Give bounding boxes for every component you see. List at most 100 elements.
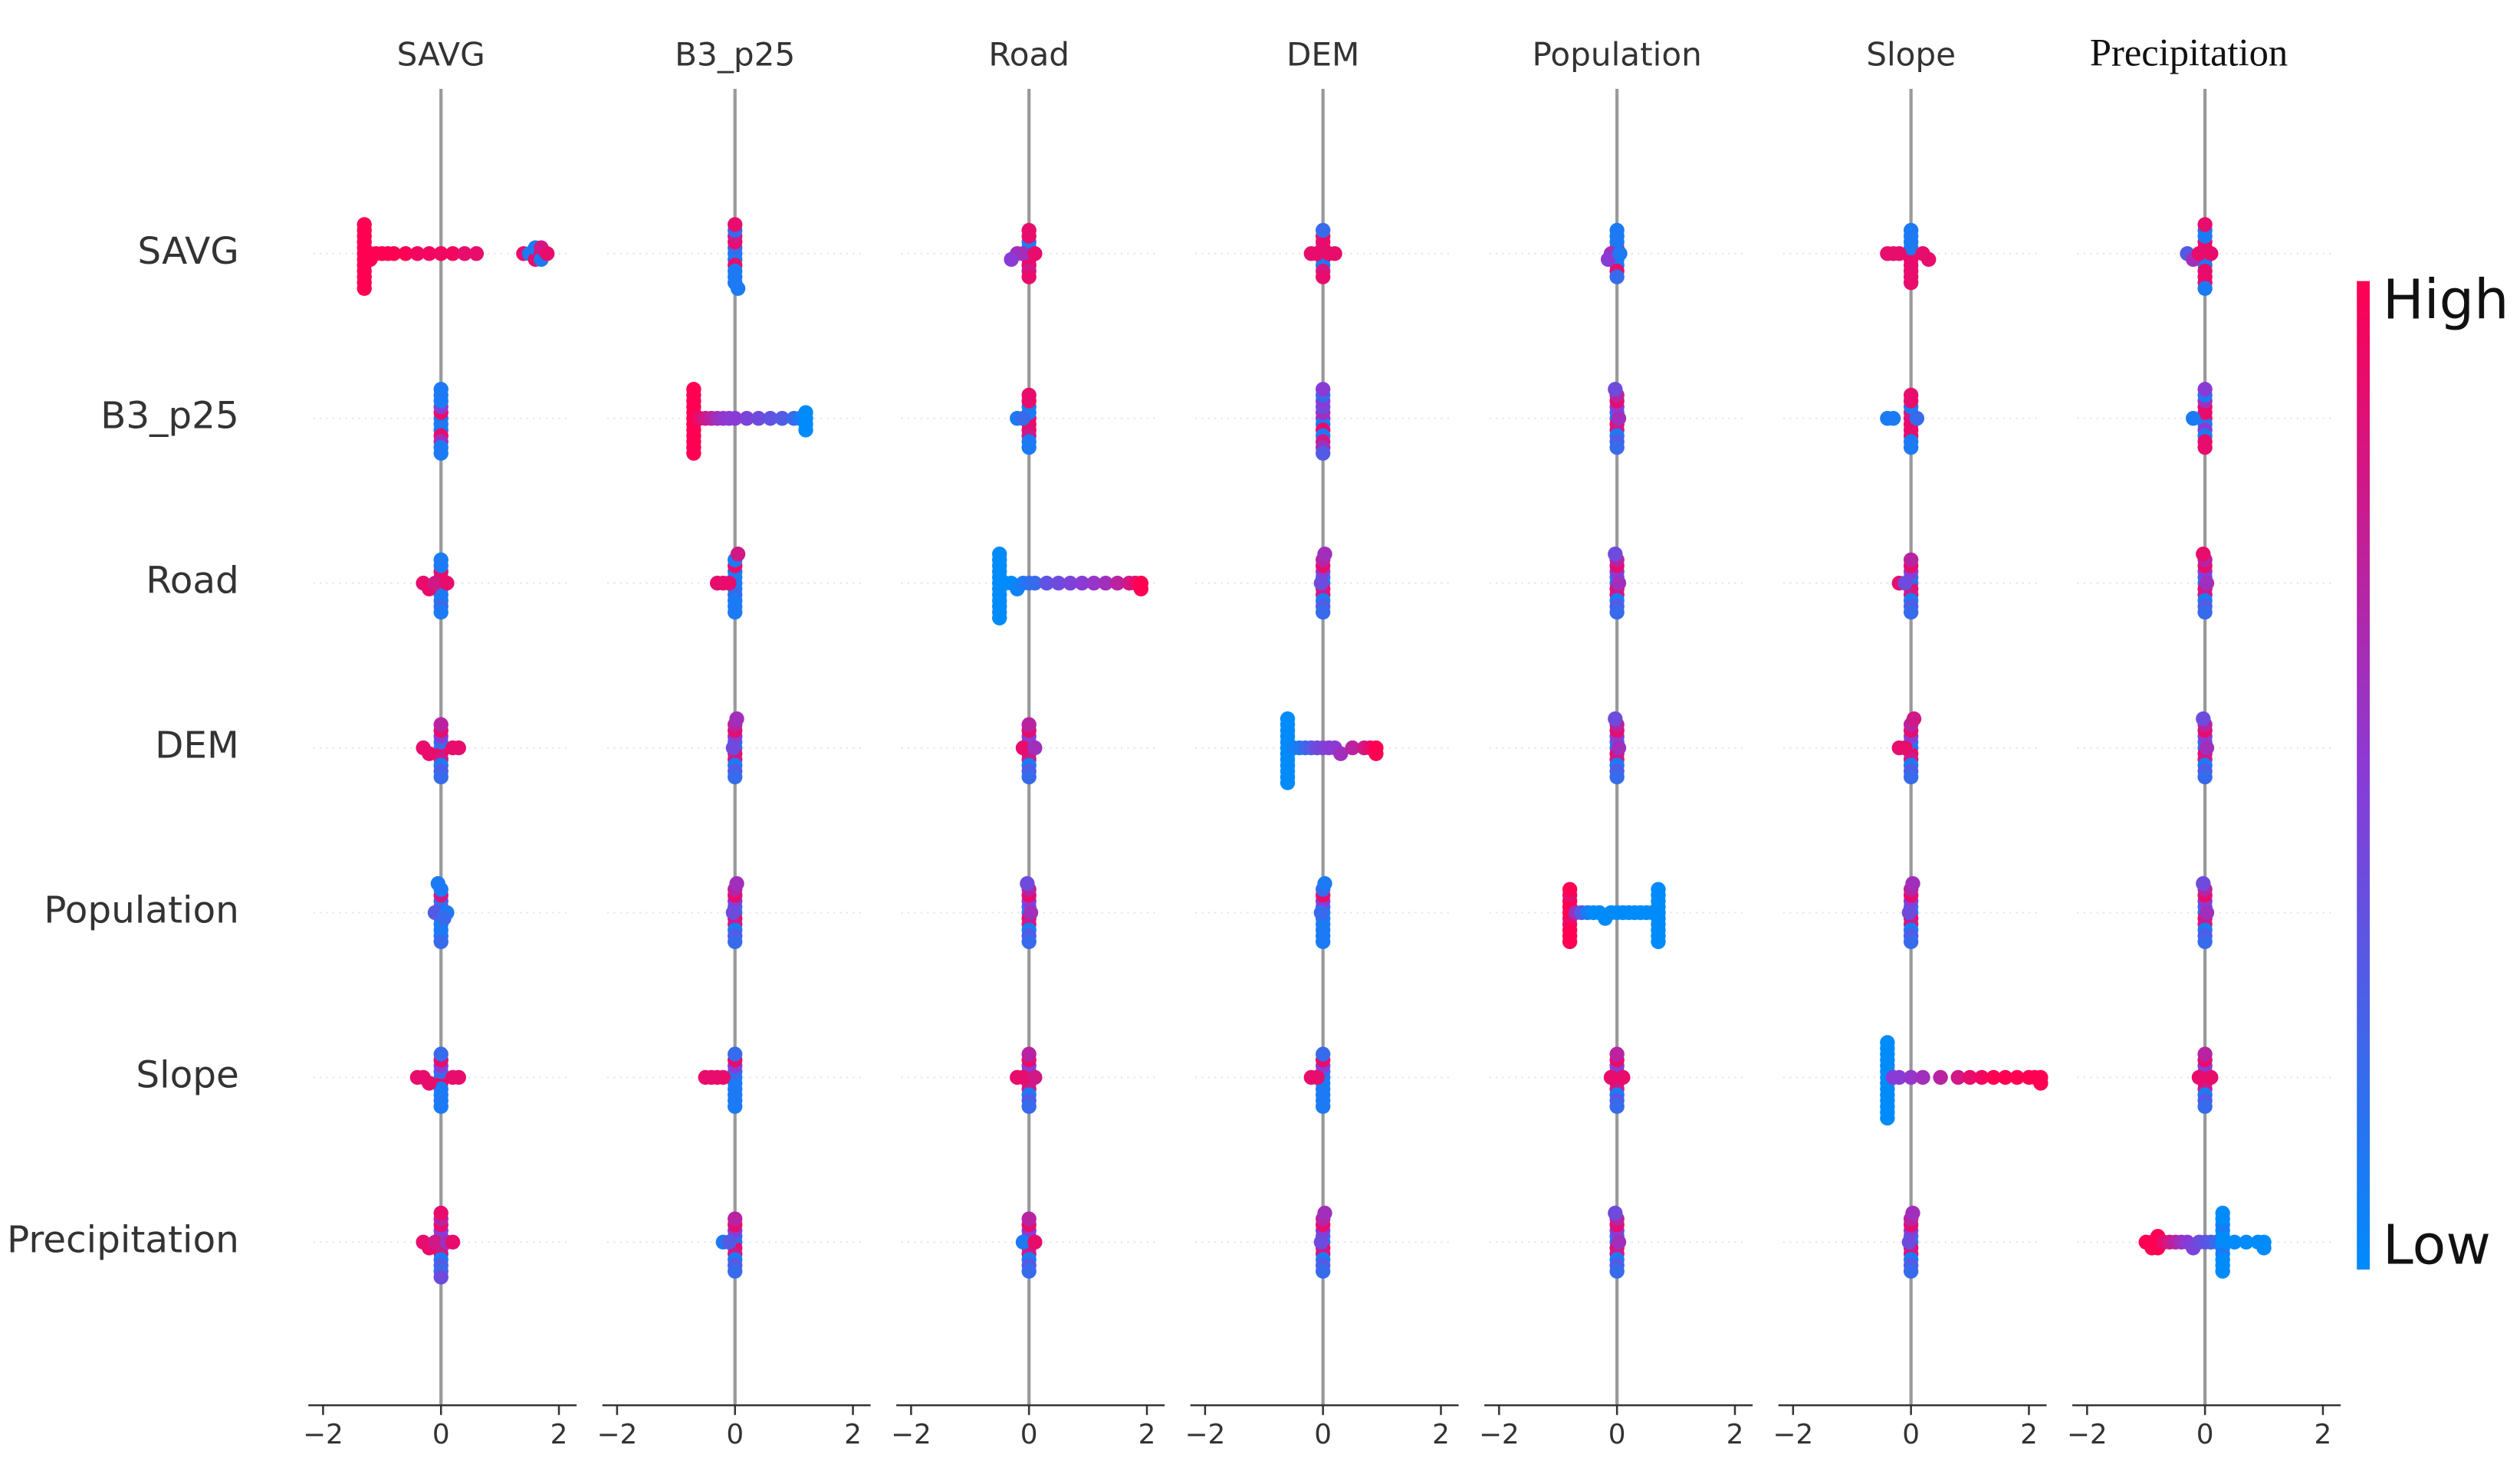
dot xyxy=(398,246,413,261)
dot xyxy=(2197,1046,2213,1062)
dot xyxy=(730,281,746,297)
dot xyxy=(1345,740,1360,756)
dot xyxy=(433,382,448,397)
dot xyxy=(1609,769,1625,785)
dot xyxy=(430,875,446,892)
x-tick-label: 2 xyxy=(1727,1419,1744,1450)
dot xyxy=(1327,246,1342,261)
dot xyxy=(1562,934,1578,950)
x-tick-label: −2 xyxy=(2067,1419,2108,1450)
dot xyxy=(1608,547,1623,562)
colorbar xyxy=(2357,281,2371,1270)
dot xyxy=(798,422,813,438)
dot xyxy=(1074,575,1090,591)
dot xyxy=(1027,740,1043,756)
dot xyxy=(1609,439,1625,455)
dot xyxy=(1609,1046,1625,1062)
dot xyxy=(433,934,448,950)
dot xyxy=(2239,1234,2254,1250)
dot xyxy=(1998,1069,2013,1086)
column-title: Slope xyxy=(1866,35,1956,73)
dot xyxy=(1974,1069,1989,1086)
dot xyxy=(1615,1069,1631,1086)
dot xyxy=(1901,905,1917,921)
dot xyxy=(2197,382,2213,397)
dot xyxy=(2197,217,2213,232)
dot xyxy=(1885,411,1901,426)
colorbar-high-label: High xyxy=(2383,268,2509,332)
dot xyxy=(728,411,743,426)
dot xyxy=(433,604,448,620)
dot xyxy=(2197,1099,2213,1115)
x-tick-label: 0 xyxy=(1902,1419,1920,1450)
dot xyxy=(1903,604,1919,620)
x-tick-label: 0 xyxy=(1314,1419,1332,1450)
dot xyxy=(433,246,448,261)
dot xyxy=(1562,882,1578,897)
dot xyxy=(1315,382,1331,397)
dot xyxy=(1903,439,1919,455)
dot xyxy=(1897,740,1913,756)
dot xyxy=(1315,1046,1331,1062)
dot xyxy=(1609,269,1625,284)
dot xyxy=(1962,1069,1978,1086)
dot xyxy=(1317,547,1332,562)
dot xyxy=(1020,875,1035,892)
dot xyxy=(1608,382,1623,397)
dot xyxy=(1903,1263,1919,1279)
dot xyxy=(774,411,790,426)
dot xyxy=(1027,1069,1043,1086)
x-tick-label: 0 xyxy=(432,1419,450,1450)
dot xyxy=(739,411,754,426)
dot xyxy=(1309,1069,1325,1086)
dot xyxy=(992,547,1007,562)
dot xyxy=(2199,575,2215,591)
dot xyxy=(451,1069,466,1086)
dot xyxy=(1021,1263,1037,1279)
dot xyxy=(2256,1240,2272,1256)
dot xyxy=(725,740,741,756)
dot xyxy=(1891,246,1907,261)
dot xyxy=(1368,746,1384,761)
dot xyxy=(1950,1069,1966,1086)
dot xyxy=(2196,711,2211,727)
x-tick-label: 2 xyxy=(550,1419,568,1450)
dot xyxy=(1313,905,1329,921)
row-label: Road xyxy=(146,560,239,603)
row-label: Population xyxy=(44,889,239,932)
dot xyxy=(1015,1069,1031,1086)
dot xyxy=(2215,1205,2230,1221)
dot xyxy=(2197,769,2213,785)
dot xyxy=(1315,269,1331,284)
dot xyxy=(1609,1099,1625,1115)
dot xyxy=(1986,1069,2002,1086)
dot xyxy=(1050,575,1066,591)
dot xyxy=(1609,222,1625,238)
dot xyxy=(1315,1099,1331,1115)
dot xyxy=(721,575,737,591)
dot xyxy=(1021,222,1037,238)
dot xyxy=(728,769,743,785)
dot xyxy=(1015,740,1031,756)
dot xyxy=(1611,411,1627,426)
dot xyxy=(1608,1205,1623,1221)
dot xyxy=(1021,769,1037,785)
dot xyxy=(1891,1069,1907,1086)
dot xyxy=(1021,1211,1037,1227)
dot xyxy=(729,711,744,727)
dot xyxy=(686,445,701,461)
dot xyxy=(1905,1205,1920,1221)
dot xyxy=(2197,934,2213,950)
dot xyxy=(1317,1205,1332,1221)
dot xyxy=(1027,575,1043,591)
dot xyxy=(439,575,455,591)
dot xyxy=(729,875,744,892)
dot xyxy=(686,382,701,397)
dot xyxy=(1880,1035,1895,1050)
dot xyxy=(433,552,448,568)
dot xyxy=(386,246,402,261)
dot xyxy=(2203,246,2219,261)
dot xyxy=(1651,934,1666,950)
dot xyxy=(1280,775,1296,790)
